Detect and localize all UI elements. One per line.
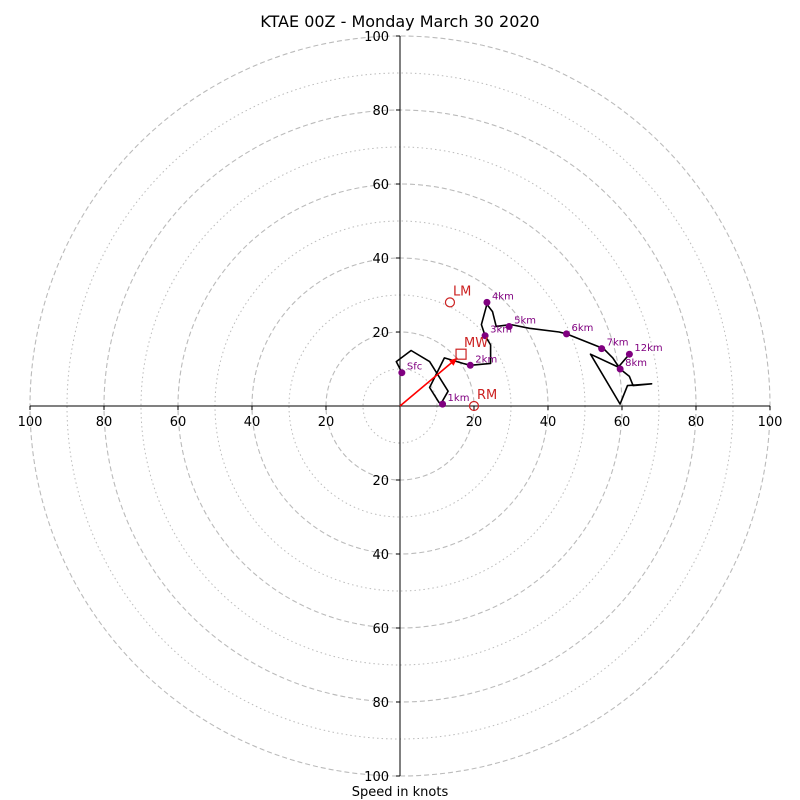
x-tick-label: 40 — [244, 415, 261, 430]
y-tick-label: 40 — [372, 548, 389, 563]
y-tick-label: 20 — [372, 326, 389, 341]
x-axis-label: Speed in knots — [352, 785, 449, 800]
x-tick-label: 100 — [758, 415, 783, 430]
height-marker-dot — [481, 332, 489, 340]
storm-motion-label: RM — [477, 388, 497, 403]
shear-vector-line — [399, 357, 458, 407]
height-marker-label: 3km — [490, 325, 512, 336]
y-tick-label: 100 — [364, 30, 389, 45]
x-tick-label: 40 — [540, 415, 557, 430]
y-tick-label: 80 — [372, 104, 389, 119]
y-tick-label: 60 — [372, 622, 389, 637]
chart-title: KTAE 00Z - Monday March 30 2020 — [260, 12, 539, 31]
y-tick-label: 60 — [372, 178, 389, 193]
y-tick-label: 20 — [372, 474, 389, 489]
height-marker-label: 1km — [448, 393, 470, 404]
height-marker-dot — [563, 330, 570, 338]
x-tick-label: 60 — [170, 415, 187, 430]
height-marker-dot — [598, 345, 606, 353]
y-tick-label: 40 — [372, 252, 389, 267]
shear-vector — [399, 357, 458, 407]
x-tick-label: 80 — [688, 415, 705, 430]
height-marker-dot — [505, 322, 513, 330]
height-marker-label: 7km — [607, 338, 629, 349]
height-marker-dot — [466, 361, 474, 369]
height-marker-dot — [616, 365, 624, 373]
storm-motion-label: MW — [464, 336, 488, 351]
shear-vector-arrowhead — [449, 357, 458, 366]
x-tick-label: 60 — [614, 415, 631, 430]
storm-motion-marker — [444, 297, 456, 308]
height-marker-label: 12km — [634, 343, 662, 354]
storm-motion-marker — [455, 348, 467, 360]
storm-motion-marker — [468, 400, 480, 412]
height-marker-label: 4km — [492, 291, 514, 302]
x-tick-label: 20 — [318, 415, 335, 430]
height-marker-dot — [483, 298, 491, 306]
tick-labels: 100 80 60 40 20 20 40 60 80 100 100 80 60 40 20 20 40 60 8… — [18, 30, 783, 785]
height-marker-label: 5km — [514, 315, 536, 326]
storm-motion-label: LM — [453, 284, 471, 299]
x-tick-label: 80 — [96, 415, 113, 430]
height-marker-label: 2km — [475, 354, 497, 365]
height-marker-label: 8km — [625, 358, 647, 369]
x-tick-label: 20 — [466, 415, 483, 430]
height-marker-dot — [439, 400, 447, 408]
y-tick-label: 80 — [372, 696, 389, 711]
height-marker-dot — [398, 369, 406, 377]
storm-motion-markers: LM MW RM — [444, 284, 497, 412]
x-tick-label: 100 — [18, 415, 43, 430]
y-tick-label: 100 — [364, 770, 389, 785]
height-marker-label: 6km — [572, 323, 594, 334]
height-marker-label: Sfc — [407, 362, 422, 373]
height-markers: Sfc 1km 2km 3km 4km 5km 6km 7km 8km 12km — [398, 291, 663, 408]
height-marker-dot — [625, 350, 633, 358]
